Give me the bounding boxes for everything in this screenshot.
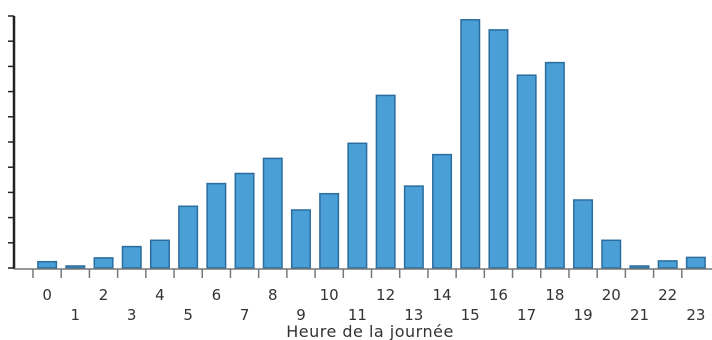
bar-hour-22 [657,260,678,269]
x-tick-label-23: 23 [686,306,705,324]
x-tick-label-14: 14 [432,286,451,304]
x-tick-label-9: 9 [296,306,306,324]
x-tick-label-19: 19 [574,306,593,324]
bar-hour-2 [93,257,114,269]
x-tick-label-7: 7 [240,306,250,324]
x-tick-label-1: 1 [71,306,81,324]
x-tick-label-15: 15 [461,306,480,324]
bar-hour-7 [234,172,255,269]
x-tick-label-4: 4 [155,286,165,304]
x-tick-label-16: 16 [489,286,508,304]
bar-hour-1 [65,265,86,269]
bar-hour-23 [685,256,706,269]
x-tick-label-3: 3 [127,306,137,324]
bar-hour-18 [544,61,565,269]
x-ticks [32,269,683,278]
x-tick-label-21: 21 [630,306,649,324]
bar-hour-12 [375,94,396,269]
bar-hour-20 [601,239,622,269]
bar-hour-8 [262,157,283,269]
bars-layer [37,19,706,269]
bar-hour-9 [290,209,311,269]
bar-hour-5 [178,205,199,269]
bar-hour-0 [37,260,58,269]
x-axis-title: Heure de la journée [286,322,454,340]
bar-hour-11 [347,142,368,269]
bar-hour-6 [206,182,227,269]
bar-hour-17 [516,74,537,269]
bar-hour-16 [488,29,509,269]
x-tick-label-8: 8 [268,286,278,304]
bar-hour-3 [121,245,142,269]
x-tick-label-11: 11 [348,306,367,324]
x-tick-label-0: 0 [42,286,52,304]
bar-hour-15 [460,19,481,269]
x-tick-label-12: 12 [376,286,395,304]
bar-hour-14 [432,153,453,269]
x-tick-label-22: 22 [658,286,677,304]
bar-hour-10 [319,192,340,269]
x-tick-label-17: 17 [517,306,536,324]
bar-hour-4 [149,239,170,269]
x-tick-label-18: 18 [545,286,564,304]
x-tick-label-2: 2 [99,286,109,304]
bar-hour-19 [573,199,594,269]
bar-hour-21 [629,265,650,269]
x-tick-label-13: 13 [404,306,423,324]
x-tick-label-6: 6 [212,286,222,304]
y-ticks [8,15,14,269]
x-tick-label-20: 20 [602,286,621,304]
bar-hour-13 [403,185,424,269]
x-tick-label-5: 5 [183,306,193,324]
x-tick-label-10: 10 [320,286,339,304]
